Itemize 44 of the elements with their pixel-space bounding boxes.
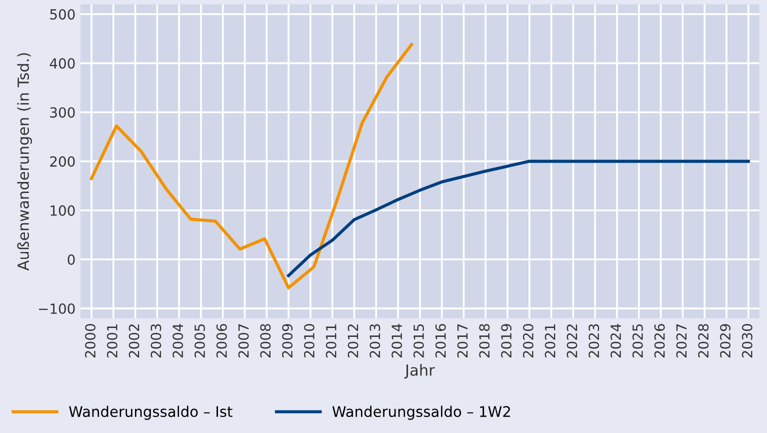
line-series [90, 43, 414, 290]
y-tick-label: 200 [50, 156, 75, 167]
y-tick-label: 500 [50, 9, 75, 20]
x-tick-label: 2000 [85, 324, 96, 358]
legend-label: Wanderungssaldo – Ist [69, 406, 232, 420]
x-tick-label: 2023 [588, 324, 600, 358]
x-tick-label: 2005 [194, 324, 205, 358]
x-tick-label: 2018 [479, 324, 490, 358]
x-tick-label: 2012 [348, 324, 358, 358]
x-tick-label: 2007 [238, 324, 249, 358]
y-tick-label: 0 [68, 254, 75, 265]
x-tick-label: 2029 [720, 324, 731, 358]
x-tick-label: 2009 [282, 324, 293, 358]
x-tick-label: 2027 [676, 324, 687, 358]
x-tick-label: 2011 [326, 324, 336, 358]
x-tick-label: 2025 [632, 324, 643, 358]
x-tick-label: 2024 [610, 324, 622, 358]
y-tick-label: 100 [50, 205, 75, 216]
y-tick-label: 300 [50, 107, 75, 118]
legend-label: Wanderungssaldo – 1W2 [332, 406, 510, 420]
x-tick-label: 2008 [260, 324, 271, 358]
x-tick-label: 2020 [522, 324, 534, 358]
x-tick-label: 2001 [106, 324, 118, 358]
x-tick-label: 2013 [370, 324, 380, 358]
y-tick-label: −100 [38, 303, 75, 314]
x-tick-label: 2015 [413, 324, 424, 358]
x-tick-label: 2010 [304, 324, 314, 358]
y-axis-title: Außenwanderungen (in Tsd.) [17, 53, 32, 271]
x-tick-label: 2030 [742, 324, 752, 358]
x-tick-label: 2017 [457, 324, 468, 358]
x-tick-label: 2022 [566, 324, 578, 358]
line-series [287, 160, 750, 278]
x-axis-title: Jahr [404, 364, 435, 379]
x-tick-label: 2006 [216, 324, 227, 358]
x-tick-label: 2026 [654, 324, 665, 358]
x-tick-label: 2028 [698, 324, 709, 358]
x-tick-label: 2019 [501, 324, 512, 358]
x-tick-label: 2002 [128, 324, 140, 358]
x-tick-label: 2016 [435, 324, 446, 358]
y-tick-label: 400 [50, 58, 75, 69]
x-tick-label: 2021 [544, 324, 556, 358]
x-tick-label: 2004 [172, 324, 184, 358]
x-tick-label: 2003 [150, 324, 162, 358]
x-tick-label: 2014 [392, 324, 402, 358]
